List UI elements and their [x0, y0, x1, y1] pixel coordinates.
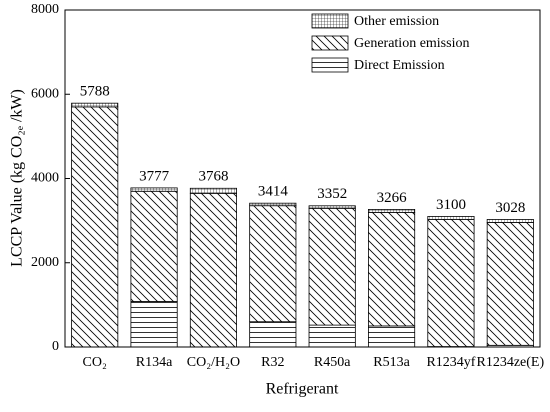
bar-segment — [368, 326, 414, 347]
y-tick-label: 2000 — [31, 255, 59, 270]
total-label: 3100 — [436, 197, 466, 213]
y-tick-label: 6000 — [31, 86, 59, 101]
bar-segment — [190, 193, 236, 347]
x-tick-label: R134a — [136, 355, 173, 370]
total-label: 5788 — [80, 84, 110, 100]
bar-segment — [309, 206, 355, 209]
bar-segment — [368, 209, 414, 212]
bar-segment — [131, 191, 177, 301]
bar-segment — [309, 325, 355, 347]
bar-segment — [487, 219, 533, 222]
bar-segment — [428, 219, 474, 346]
bar-segment — [487, 222, 533, 345]
x-tick-label: R450a — [314, 355, 351, 370]
x-tick-label: R32 — [261, 355, 284, 370]
bar-segment — [368, 212, 414, 326]
legend-swatch — [312, 36, 348, 50]
legend-label: Generation emission — [354, 36, 469, 51]
bar-segment — [72, 107, 118, 347]
legend-swatch — [312, 58, 348, 72]
total-label: 3352 — [317, 186, 347, 202]
total-label: 3414 — [258, 184, 289, 200]
bar-segment — [131, 302, 177, 347]
x-tick-label: R1234yf — [426, 355, 475, 370]
legend-swatch — [312, 14, 348, 28]
bar-segment — [72, 103, 118, 107]
total-label: 3768 — [198, 169, 228, 185]
bar-segment — [309, 208, 355, 325]
legend-label: Direct Emission — [354, 58, 445, 73]
bar-segment — [428, 216, 474, 219]
x-tick-label: R1234ze(E) — [476, 355, 544, 370]
x-tick-label: CO₂/H₂O — [187, 355, 240, 370]
y-tick-label: 0 — [52, 339, 59, 354]
bar-segment — [131, 188, 177, 191]
bar-segment — [190, 188, 236, 193]
bar-segment — [250, 322, 296, 347]
y-axis-label: LCCP Value (kg CO₂ₑ /kW) — [9, 89, 26, 267]
legend-label: Other emission — [354, 14, 439, 29]
bar-segment — [250, 203, 296, 206]
x-tick-label: R513a — [373, 355, 410, 370]
bar-segment — [250, 206, 296, 322]
total-label: 3028 — [495, 200, 525, 216]
x-axis-label: Refrigerant — [266, 381, 339, 398]
total-label: 3266 — [377, 190, 408, 206]
x-tick-label: CO₂ — [83, 355, 107, 370]
y-tick-label: 4000 — [31, 171, 59, 186]
y-tick-label: 8000 — [31, 2, 59, 17]
total-label: 3777 — [139, 168, 170, 184]
